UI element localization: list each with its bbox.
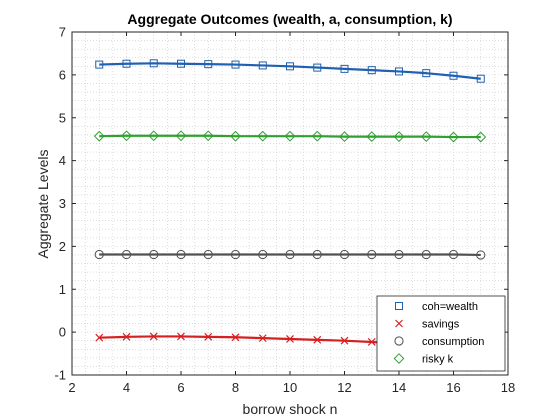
data-point-savings <box>122 332 131 341</box>
y-axis-label: Aggregate Levels <box>35 150 51 259</box>
data-point-consumption <box>203 249 213 260</box>
data-point-coh-wealth <box>177 59 185 68</box>
data-point-savings <box>95 333 104 342</box>
data-point-coh-wealth <box>449 71 458 80</box>
data-point-savings <box>286 335 294 343</box>
data-point-risky-k <box>393 131 405 143</box>
data-point-coh-wealth <box>395 67 403 76</box>
data-point-consumption <box>367 249 377 260</box>
y-tick-label: 1 <box>59 282 66 297</box>
data-point-savings <box>204 332 213 341</box>
data-point-consumption <box>285 249 295 260</box>
x-tick-label: 2 <box>68 380 75 395</box>
data-point-coh-wealth <box>367 66 376 75</box>
x-tick-label: 6 <box>177 380 184 395</box>
data-point-savings <box>177 332 185 341</box>
data-point-coh-wealth <box>422 69 431 78</box>
data-point-risky-k <box>366 131 378 143</box>
data-point-coh-wealth <box>286 62 294 71</box>
data-point-risky-k <box>475 131 487 143</box>
x-tick-label: 8 <box>232 380 239 395</box>
x-tick-label: 12 <box>337 380 351 395</box>
data-point-savings <box>258 334 267 343</box>
legend-label-risky-k: risky k <box>422 354 454 366</box>
legend-label-consumption: consumption <box>422 336 484 348</box>
y-ticks: -1 0 1 2 3 4 5 6 7 <box>54 25 508 383</box>
data-point-savings <box>231 333 240 342</box>
data-point-consumption <box>121 249 132 260</box>
legend: coh=wealth savings consumption risky k <box>376 295 506 372</box>
data-point-savings <box>313 335 322 344</box>
legend-marker-risky-k <box>393 353 405 364</box>
data-point-risky-k <box>420 131 432 143</box>
data-point-risky-k <box>311 130 323 142</box>
y-tick-label: 2 <box>59 239 66 254</box>
y-tick-label: 4 <box>59 153 66 168</box>
data-point-risky-k <box>230 130 241 142</box>
data-point-coh-wealth <box>313 63 322 72</box>
data-point-savings <box>149 332 158 341</box>
y-tick-label: 6 <box>59 67 66 82</box>
data-point-coh-wealth <box>258 61 267 70</box>
legend-marker-consumption <box>394 336 404 346</box>
y-tick-label: 5 <box>59 110 66 125</box>
chart-title: Aggregate Outcomes (wealth, a, consumpti… <box>127 11 452 27</box>
series-line-risky-k <box>99 134 481 139</box>
data-point-consumption <box>230 249 241 260</box>
data-point-consumption <box>94 249 104 260</box>
data-point-coh-wealth <box>476 74 485 83</box>
data-point-coh-wealth <box>149 59 158 68</box>
data-point-savings <box>367 338 376 346</box>
x-tick-label: 16 <box>446 380 460 395</box>
y-tick-label: 7 <box>59 25 66 40</box>
data-point-risky-k <box>121 130 132 142</box>
y-tick-label: 0 <box>59 325 66 340</box>
legend-box <box>376 295 506 372</box>
y-tick-label: 3 <box>59 196 66 211</box>
series-markers <box>93 59 487 354</box>
data-point-savings <box>340 336 349 345</box>
data-point-coh-wealth <box>340 64 349 73</box>
series-line-coh-wealth <box>99 62 481 80</box>
data-point-risky-k <box>448 131 459 143</box>
data-point-consumption <box>258 249 268 260</box>
data-point-coh-wealth <box>204 60 213 69</box>
data-point-consumption <box>339 249 350 260</box>
x-axis-label: borrow shock n <box>243 401 338 417</box>
data-point-consumption <box>176 249 186 260</box>
data-point-consumption <box>448 249 459 260</box>
data-point-coh-wealth <box>231 60 240 69</box>
legend-label-coh-wealth: coh=wealth <box>422 301 478 313</box>
data-point-consumption <box>476 250 486 260</box>
data-point-risky-k <box>93 130 105 142</box>
data-point-risky-k <box>202 130 214 142</box>
data-point-risky-k <box>175 130 187 142</box>
data-point-risky-k <box>148 130 160 142</box>
x-tick-label: 4 <box>123 380 130 395</box>
x-tick-label: 14 <box>392 380 406 395</box>
legend-marker-coh-wealth <box>395 302 403 310</box>
legend-marker-savings <box>395 319 403 328</box>
data-point-coh-wealth <box>122 59 131 68</box>
legend-label-savings: savings <box>422 319 460 331</box>
data-point-risky-k <box>284 130 296 142</box>
data-point-consumption <box>394 249 404 260</box>
x-tick-label: 10 <box>283 380 297 395</box>
data-point-consumption <box>421 249 431 260</box>
x-tick-label: 18 <box>501 380 515 395</box>
data-point-consumption <box>149 249 159 260</box>
x-ticks: 2 4 6 8 10 12 14 16 18 <box>68 32 515 395</box>
y-tick-label: -1 <box>54 368 66 383</box>
data-point-coh-wealth <box>95 60 104 69</box>
data-point-risky-k <box>339 131 350 143</box>
data-point-risky-k <box>257 130 269 142</box>
data-point-consumption <box>312 249 322 260</box>
